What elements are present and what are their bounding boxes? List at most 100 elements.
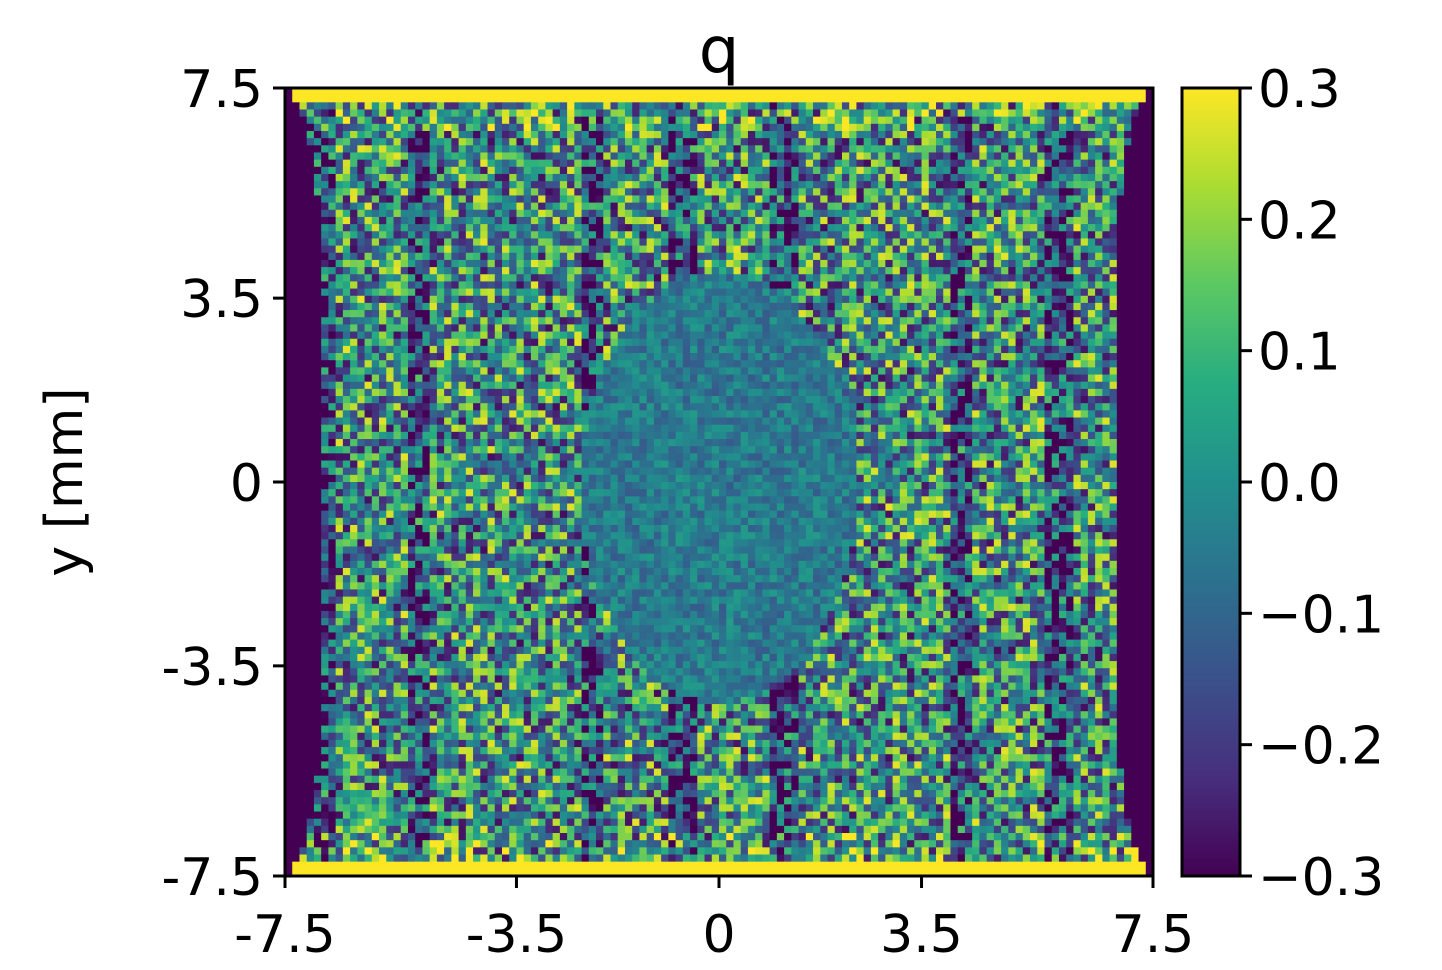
heatmap-cell xyxy=(581,88,590,96)
heatmap-cell xyxy=(972,224,980,232)
heatmap-cell xyxy=(921,209,930,218)
heatmap-cell xyxy=(1030,188,1038,197)
heatmap-cell xyxy=(892,95,901,103)
heatmap-cell xyxy=(610,195,619,204)
heatmap-cell xyxy=(552,138,561,146)
heatmap-cell xyxy=(1044,209,1053,218)
heatmap-cell xyxy=(892,138,901,146)
heatmap-cell xyxy=(885,295,894,304)
heatmap-cell xyxy=(726,152,735,161)
heatmap-cell xyxy=(1073,138,1082,146)
heatmap-cell xyxy=(509,173,518,182)
heatmap-cell xyxy=(1015,202,1024,211)
heatmap-cell xyxy=(762,281,771,290)
heatmap-cell xyxy=(422,130,431,139)
heatmap-cell xyxy=(342,152,351,161)
heatmap-cell xyxy=(487,159,496,168)
heatmap-cell xyxy=(892,102,901,111)
heatmap-cell xyxy=(776,202,785,211)
heatmap-cell xyxy=(429,302,438,311)
heatmap-cell xyxy=(899,116,908,125)
heatmap-cell xyxy=(639,274,648,283)
heatmap-cell xyxy=(1066,245,1075,254)
heatmap-cell xyxy=(798,238,807,247)
heatmap-cell xyxy=(596,181,604,189)
heatmap-cell xyxy=(1058,188,1067,197)
heatmap-cell xyxy=(863,109,872,118)
heatmap-cell xyxy=(943,345,952,354)
heatmap-cell xyxy=(668,345,677,354)
heatmap-cell xyxy=(357,353,366,361)
heatmap-cell xyxy=(480,231,489,240)
heatmap-cell xyxy=(1051,360,1060,368)
heatmap-cell xyxy=(429,252,438,261)
heatmap-cell xyxy=(943,138,952,146)
heatmap-cell xyxy=(400,345,409,354)
heatmap-cell xyxy=(451,188,460,197)
heatmap-cell xyxy=(458,317,467,325)
heatmap-cell xyxy=(313,102,322,111)
heatmap-cell xyxy=(1131,173,1140,182)
heatmap-cell xyxy=(357,159,366,168)
heatmap-cell xyxy=(1030,288,1038,297)
heatmap-cell xyxy=(813,109,821,118)
heatmap-cell xyxy=(755,360,763,368)
heatmap-cell xyxy=(458,331,467,340)
heatmap-cell xyxy=(458,138,467,146)
heatmap-cell xyxy=(285,159,293,168)
heatmap-cell xyxy=(726,188,735,197)
heatmap-cell xyxy=(805,324,814,333)
heatmap-cell xyxy=(610,281,619,290)
heatmap-cell xyxy=(798,224,807,232)
heatmap-cell xyxy=(400,338,409,347)
heatmap-cell xyxy=(726,138,735,146)
heatmap-cell xyxy=(1001,130,1009,139)
heatmap-cell xyxy=(415,367,424,376)
heatmap-cell xyxy=(328,252,337,261)
heatmap-cell xyxy=(690,367,698,376)
heatmap-cell xyxy=(755,374,763,383)
heatmap-cell xyxy=(306,202,315,211)
heatmap-cell xyxy=(559,338,568,347)
heatmap-cell xyxy=(581,374,590,383)
heatmap-cell xyxy=(849,267,858,275)
heatmap-cell xyxy=(588,252,597,261)
heatmap-cell xyxy=(1102,88,1111,96)
heatmap-cell xyxy=(350,166,358,175)
heatmap-cell xyxy=(1037,116,1046,125)
heatmap-cell xyxy=(827,360,836,368)
heatmap-cell xyxy=(791,209,800,218)
heatmap-cell xyxy=(791,188,800,197)
heatmap-cell xyxy=(610,302,619,311)
heatmap-cell xyxy=(480,159,489,168)
heatmap-cell xyxy=(726,159,735,168)
heatmap-cell xyxy=(588,324,597,333)
heatmap-cell xyxy=(350,353,358,361)
heatmap-cell xyxy=(617,238,626,247)
heatmap-cell xyxy=(1131,281,1140,290)
heatmap-cell xyxy=(1102,145,1111,154)
heatmap-cell xyxy=(1051,166,1060,175)
heatmap-cell xyxy=(509,331,518,340)
heatmap-cell xyxy=(827,102,836,111)
heatmap-cell xyxy=(921,138,930,146)
heatmap-cell xyxy=(675,231,684,240)
heatmap-cell xyxy=(1080,138,1089,146)
heatmap-cell xyxy=(523,310,532,318)
heatmap-cell xyxy=(1145,159,1153,168)
heatmap-cell xyxy=(740,138,749,146)
heatmap-cell xyxy=(762,245,771,254)
heatmap-cell xyxy=(834,338,843,347)
heatmap-cell xyxy=(755,188,763,197)
heatmap-cell xyxy=(813,95,821,103)
heatmap-cell xyxy=(762,95,771,103)
heatmap-cell xyxy=(379,102,387,111)
heatmap-cell xyxy=(661,245,669,254)
heatmap-cell xyxy=(639,88,648,96)
heatmap-cell xyxy=(415,353,424,361)
heatmap-cell xyxy=(624,353,633,361)
heatmap-cell xyxy=(863,353,872,361)
heatmap-cell xyxy=(690,310,698,318)
heatmap-cell xyxy=(487,331,496,340)
heatmap-cell xyxy=(805,116,814,125)
